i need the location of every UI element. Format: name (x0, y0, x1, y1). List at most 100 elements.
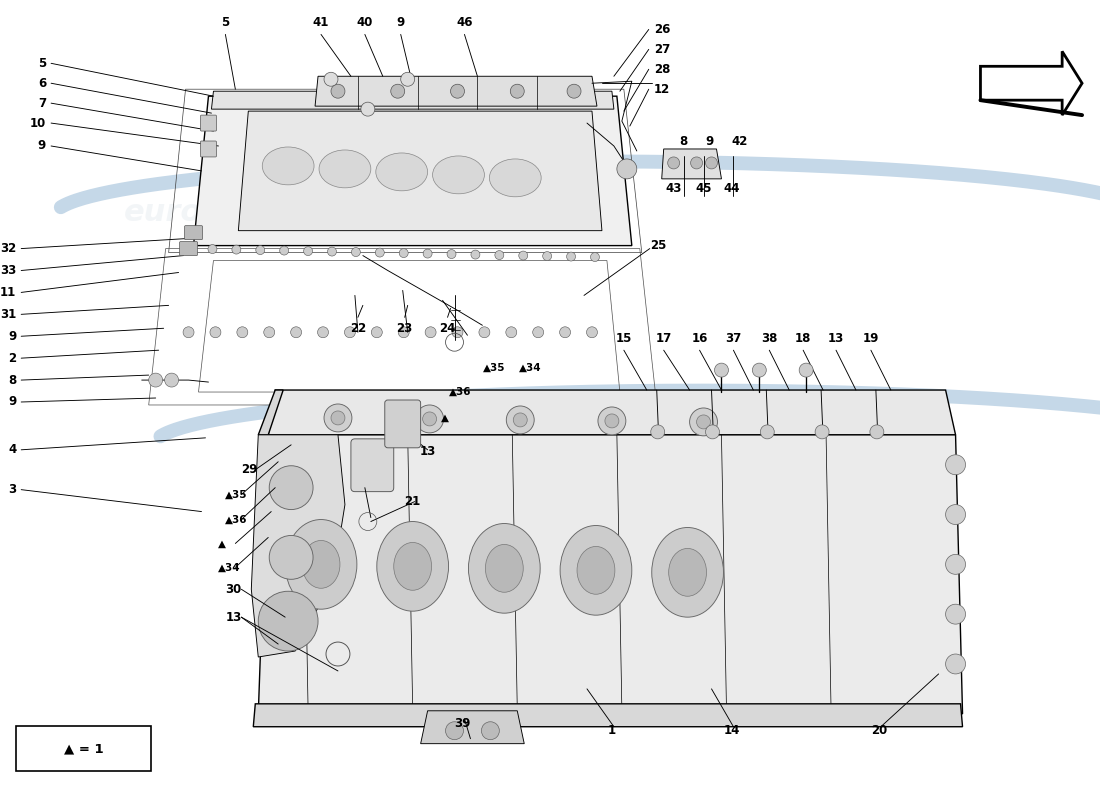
Circle shape (324, 404, 352, 432)
Circle shape (946, 654, 966, 674)
Text: 39: 39 (454, 717, 471, 730)
Circle shape (183, 326, 194, 338)
Circle shape (591, 253, 600, 262)
Circle shape (236, 326, 248, 338)
Circle shape (815, 425, 829, 439)
Ellipse shape (262, 147, 315, 185)
Polygon shape (315, 76, 597, 106)
Text: ▲34: ▲34 (519, 363, 541, 373)
Circle shape (258, 591, 318, 651)
Text: 15: 15 (616, 332, 632, 346)
Ellipse shape (469, 523, 540, 613)
Text: 13: 13 (226, 610, 242, 624)
Text: 41: 41 (312, 17, 329, 30)
Text: 20: 20 (871, 724, 887, 737)
Text: 32: 32 (0, 242, 16, 255)
Circle shape (328, 247, 337, 256)
Text: 8: 8 (680, 134, 688, 147)
Circle shape (232, 245, 241, 254)
Text: 17: 17 (656, 332, 672, 346)
Ellipse shape (432, 156, 484, 194)
Circle shape (495, 250, 504, 259)
Circle shape (514, 413, 527, 427)
Text: 13: 13 (828, 332, 844, 346)
Text: 3: 3 (8, 483, 16, 496)
Text: 16: 16 (692, 332, 707, 346)
Text: ▲ = 1: ▲ = 1 (64, 742, 103, 755)
Ellipse shape (377, 522, 449, 611)
Circle shape (375, 248, 384, 257)
Text: 30: 30 (226, 582, 242, 596)
Text: 45: 45 (695, 182, 712, 195)
Ellipse shape (285, 519, 356, 609)
Circle shape (148, 373, 163, 387)
Circle shape (715, 363, 728, 377)
Text: 9: 9 (705, 134, 714, 147)
Text: 31: 31 (0, 308, 16, 321)
Circle shape (482, 722, 499, 740)
Text: 43: 43 (666, 182, 682, 195)
Text: 5: 5 (221, 17, 230, 30)
Circle shape (304, 246, 312, 255)
Circle shape (560, 326, 571, 338)
Text: 8: 8 (8, 374, 16, 386)
Circle shape (422, 412, 437, 426)
Circle shape (425, 326, 436, 338)
Circle shape (510, 84, 525, 98)
Polygon shape (239, 111, 602, 230)
Polygon shape (211, 91, 614, 109)
Circle shape (331, 411, 345, 425)
Polygon shape (662, 149, 722, 179)
Polygon shape (253, 704, 962, 726)
Circle shape (598, 407, 626, 435)
Text: ▲: ▲ (219, 538, 227, 549)
Circle shape (344, 326, 355, 338)
Circle shape (705, 157, 717, 169)
Ellipse shape (669, 549, 706, 596)
Circle shape (446, 722, 463, 740)
Text: 4: 4 (8, 443, 16, 456)
Circle shape (279, 246, 288, 255)
Text: 9: 9 (37, 139, 46, 153)
Circle shape (452, 326, 463, 338)
Text: 29: 29 (241, 463, 257, 476)
Circle shape (506, 326, 517, 338)
Text: 25: 25 (650, 239, 667, 252)
Ellipse shape (319, 150, 371, 188)
Circle shape (946, 604, 966, 624)
Circle shape (264, 326, 275, 338)
Text: eurospares: eurospares (552, 437, 745, 466)
Text: 33: 33 (0, 264, 16, 277)
Circle shape (946, 554, 966, 574)
Circle shape (256, 246, 265, 254)
FancyBboxPatch shape (351, 439, 394, 492)
Circle shape (424, 249, 432, 258)
Circle shape (668, 157, 680, 169)
Circle shape (605, 414, 619, 428)
Text: ▲35: ▲35 (226, 490, 248, 500)
Text: 46: 46 (456, 17, 473, 30)
Text: 9: 9 (8, 330, 16, 342)
Text: 13: 13 (419, 445, 436, 458)
Text: 2: 2 (8, 352, 16, 365)
Circle shape (184, 244, 192, 253)
Circle shape (696, 415, 711, 429)
Circle shape (210, 326, 221, 338)
Text: 14: 14 (723, 724, 739, 737)
Circle shape (478, 326, 490, 338)
Text: 23: 23 (397, 322, 412, 335)
Polygon shape (251, 435, 345, 657)
Circle shape (760, 425, 774, 439)
Circle shape (372, 326, 383, 338)
Ellipse shape (485, 545, 524, 592)
Ellipse shape (394, 542, 431, 590)
Circle shape (290, 326, 301, 338)
Circle shape (691, 157, 703, 169)
FancyBboxPatch shape (200, 141, 217, 157)
Polygon shape (420, 710, 525, 744)
Circle shape (447, 250, 456, 258)
Ellipse shape (376, 153, 428, 191)
FancyBboxPatch shape (16, 726, 151, 770)
Text: 12: 12 (653, 82, 670, 96)
Text: 7: 7 (39, 97, 46, 110)
